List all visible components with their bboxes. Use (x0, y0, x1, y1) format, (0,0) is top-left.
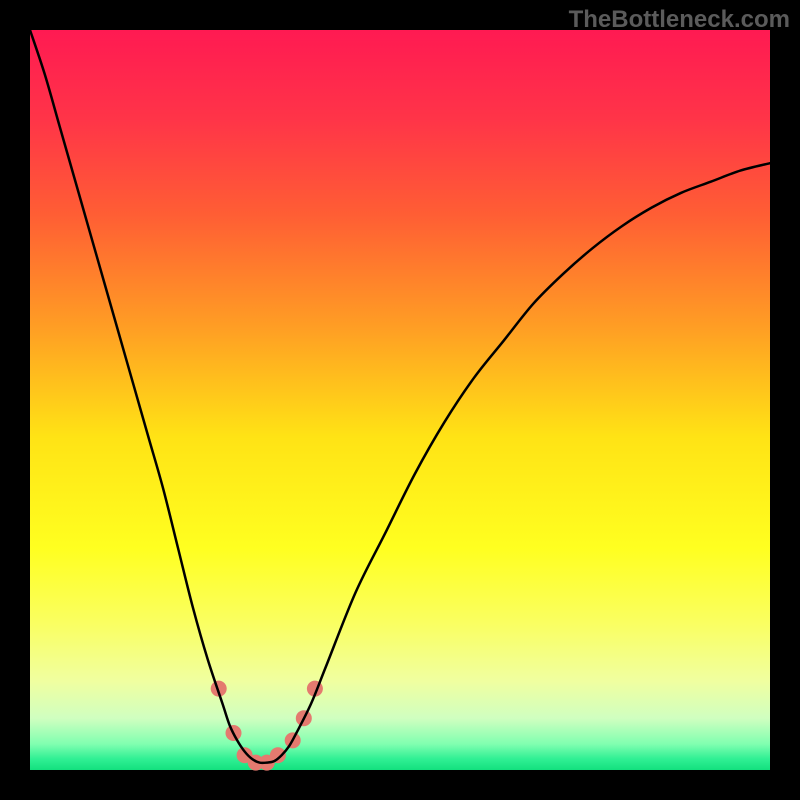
marker-group (211, 681, 323, 771)
chart-container: TheBottleneck.com (0, 0, 800, 800)
curve-line (30, 30, 770, 763)
bottleneck-curve (30, 30, 770, 770)
plot-area (30, 30, 770, 770)
attribution-label: TheBottleneck.com (569, 6, 790, 34)
